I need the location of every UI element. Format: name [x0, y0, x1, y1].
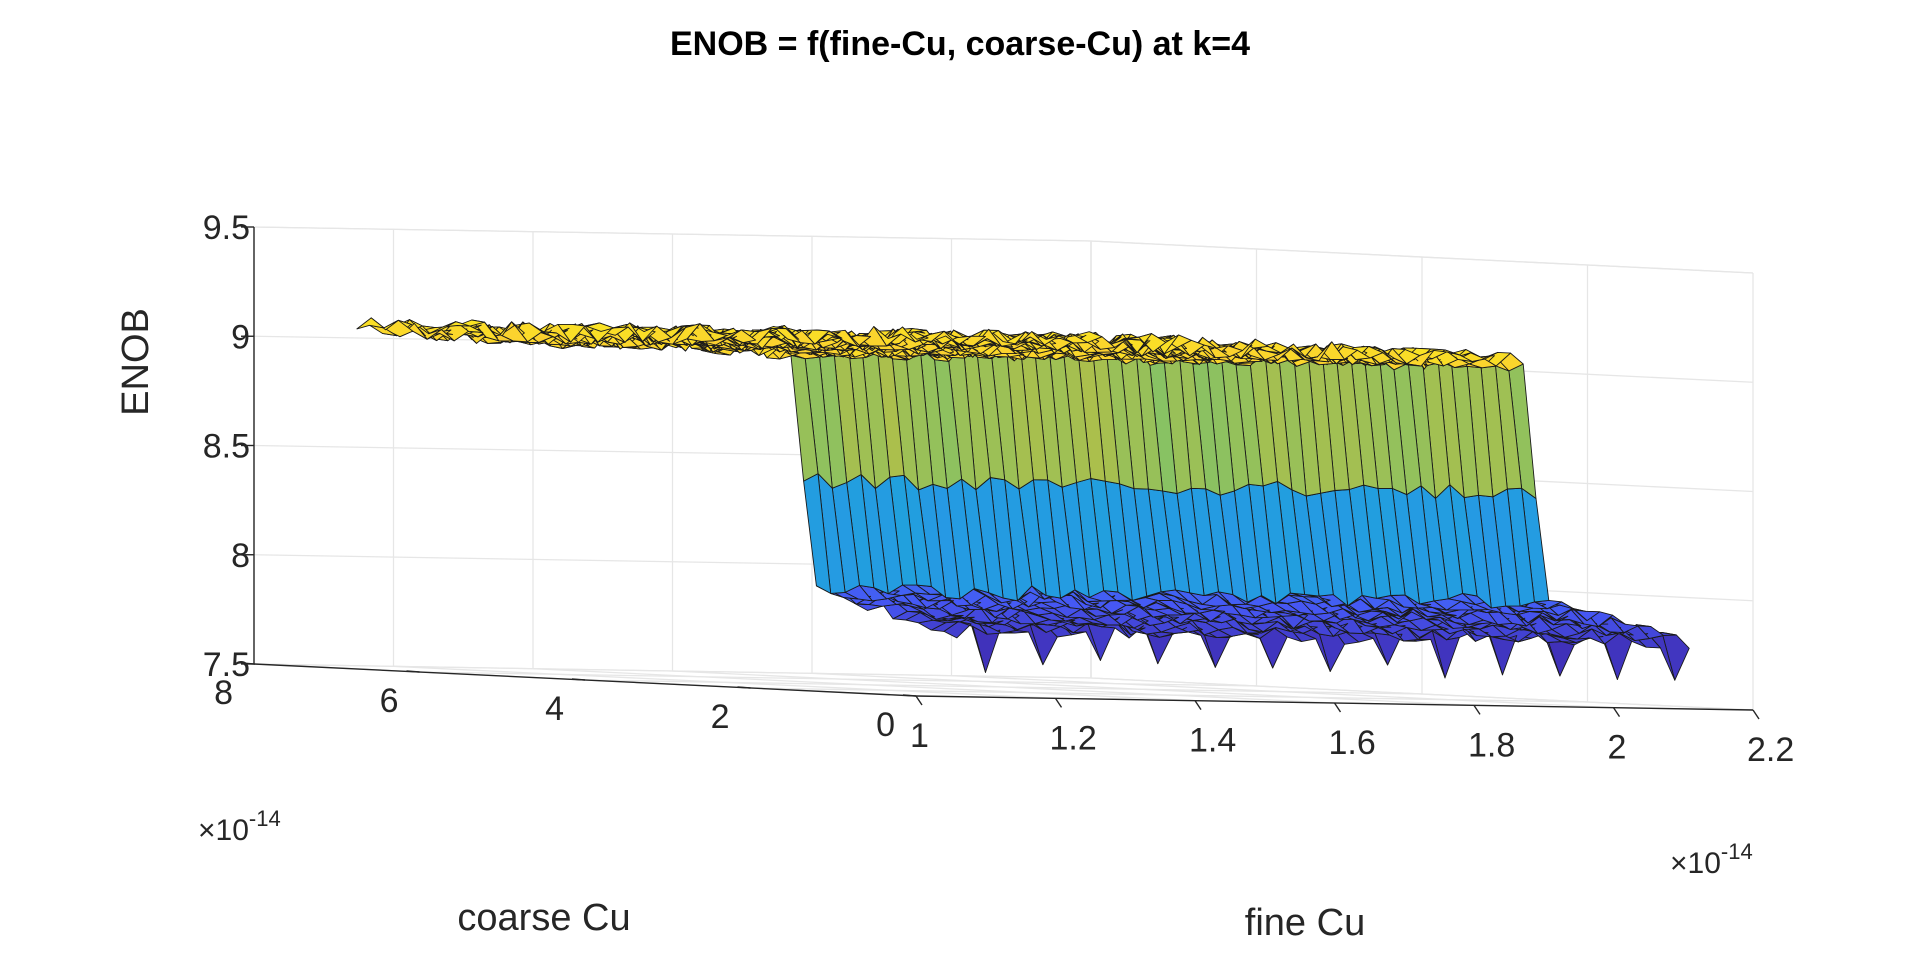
x-axis-label: fine Cu: [1245, 902, 1365, 944]
chart-title: ENOB = f(fine-Cu, coarse-Cu) at k=4: [670, 25, 1250, 63]
z-tick-label: 8.5: [203, 428, 250, 466]
surface-facet: [356, 317, 385, 330]
x-tick-label: 1: [910, 717, 929, 755]
z-axis-label: ENOB: [115, 308, 157, 416]
z-tick-label: 7.5: [203, 646, 250, 684]
y-tick-mark: [737, 686, 751, 689]
side-wall-gridline-z: [1090, 677, 1754, 711]
x-tick-label: 1.8: [1468, 726, 1515, 764]
x-tick-label: 2.2: [1747, 731, 1794, 769]
x-tick-mark: [915, 695, 923, 706]
box-edge: [1090, 240, 1754, 274]
back-wall-gridline-z: [253, 663, 1092, 679]
z-tick-label: 9: [231, 318, 250, 356]
surface-facet: [1546, 641, 1575, 677]
y-tick-label: 4: [545, 690, 564, 728]
y-tick-label: 0: [876, 706, 895, 744]
floor-gridline-y: [750, 687, 1588, 703]
x-tick-label: 1.4: [1189, 722, 1236, 760]
x-tick-mark: [1473, 704, 1481, 715]
x-tick-label: 1.2: [1050, 719, 1097, 757]
y-tick-mark: [571, 678, 586, 681]
z-tick-label: 8: [231, 537, 250, 575]
floor-gridline-y: [584, 679, 1423, 695]
y-tick-label: 8: [214, 674, 233, 712]
x-axis-exponent: ×10-14: [1670, 839, 1753, 880]
z-tick-label: 9.5: [203, 209, 250, 247]
axis-labels: 1 1.2 1.4 1.6 1.8 2 2.2024687.588.599.5ENOBcoa…: [115, 209, 1794, 944]
x-tick-label: 1.6: [1329, 724, 1376, 762]
floor-gridline-y: [419, 671, 1257, 687]
y-tick-mark: [406, 670, 420, 673]
x-tick-mark: [1752, 709, 1760, 720]
y-tick-label: 2: [711, 698, 730, 736]
x-tick-mark: [1333, 702, 1342, 713]
box-edge: [253, 226, 1092, 242]
x-tick-mark: [1612, 707, 1621, 718]
axes: [240, 226, 1760, 720]
y-axis-label: coarse Cu: [457, 897, 630, 939]
y-tick-label: 6: [380, 682, 399, 720]
y-axis-exponent: ×10-14: [198, 806, 281, 847]
x-tick-mark: [1054, 697, 1063, 708]
x-tick-mark: [1194, 700, 1202, 711]
x-tick-label: 2: [1608, 729, 1627, 767]
surface-mesh: [356, 317, 1690, 681]
y-tick-mark: [902, 694, 917, 697]
